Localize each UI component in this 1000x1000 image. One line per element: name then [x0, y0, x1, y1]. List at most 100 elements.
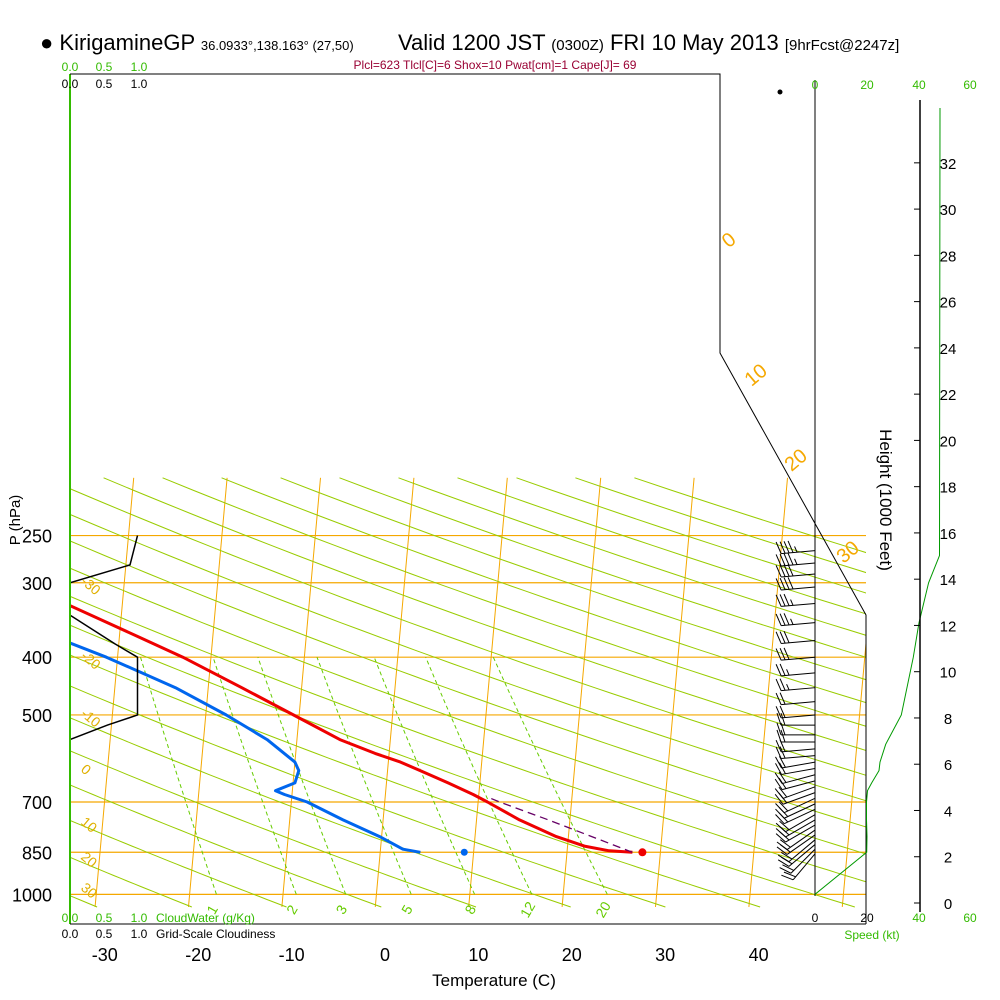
wind-barb-flag [783, 613, 790, 626]
dry-adiabat-line [162, 477, 866, 727]
wind-barb-staff [781, 656, 816, 661]
wind-barb-flag [781, 874, 794, 881]
wind-barbs [774, 89, 816, 881]
wind-barb-flag [775, 631, 782, 644]
wind-barb [774, 786, 816, 799]
wind-barb [775, 577, 816, 591]
wind-barb-flag [774, 778, 783, 790]
height-tick-label: 8 [944, 711, 952, 728]
wind-barb [781, 853, 816, 881]
wind-barb-flag [783, 647, 790, 660]
wind-barb-staff [785, 814, 816, 833]
wind-barb-staff [782, 780, 816, 791]
plot-border [70, 73, 867, 924]
utc-label: (0300Z) [551, 37, 604, 54]
wind-barb-staff [781, 586, 816, 591]
mixing-ratio-label: 2 [283, 902, 301, 917]
x-tick-label: 0 [380, 945, 390, 965]
speed-top-tick-label: 40 [912, 78, 926, 92]
wind-barb-staff [782, 786, 816, 799]
height-tick-label: 16 [940, 526, 957, 543]
isotherm-label: 10 [741, 360, 772, 391]
x-tick-label: 30 [655, 945, 675, 965]
wind-barb-flag [779, 692, 786, 705]
wind-barb [775, 553, 816, 567]
pressure-tick-label: 300 [22, 574, 52, 594]
wind-barb [775, 808, 816, 825]
cloudiness-series-line [70, 535, 139, 741]
isotherm-line [468, 477, 508, 908]
wind-barb-flag [777, 854, 790, 863]
dry-adiabat-line [70, 856, 192, 908]
speed-bottom-tick-label: 0 [812, 911, 819, 925]
wind-barb-flag [790, 618, 794, 625]
isotherm-line [94, 477, 135, 908]
dry-adiabat-label: 0 [78, 761, 94, 778]
dry-adiabat-line [70, 685, 666, 908]
x-axis-label: Temperature (C) [432, 971, 556, 990]
wind-barb [775, 630, 816, 644]
wind-barb-flag [779, 839, 791, 848]
cloudiness-axis-label: Grid-Scale Cloudiness [156, 927, 275, 941]
cloudiness-scale-label: 0.0 [62, 77, 79, 91]
dry-adiabat-line [103, 477, 866, 751]
wind-barb-flag [787, 564, 794, 577]
wind-barb [775, 692, 816, 706]
cloudiness-tick-label: 1.0 [131, 927, 148, 941]
dry-adiabat-label: -10 [78, 705, 104, 730]
dry-adiabat-line [70, 750, 477, 908]
wind-barb-staff [781, 602, 816, 607]
wind-barb-flag [779, 553, 786, 566]
pressure-tick-label: 250 [22, 527, 52, 547]
wind-barb-flag [777, 859, 790, 867]
isotherm-line [187, 477, 228, 908]
wind-barb-staff [781, 573, 816, 578]
wind-barb-flag [782, 864, 795, 871]
speed-bottom-tick-label: 40 [912, 911, 926, 925]
dry-adiabat-line [457, 477, 866, 615]
wind-barb-flag [794, 546, 798, 553]
mixing-ratio-line [373, 657, 476, 895]
dry-adiabat-line [575, 477, 866, 574]
isotherm-label: 0 [718, 228, 741, 252]
wind-barb-flag [775, 594, 782, 607]
isotherm-line [281, 477, 322, 908]
wind-barb-flag [775, 554, 782, 567]
pressure-tick-label: 400 [22, 648, 52, 668]
text-layer: 02468101214161820222426283032-30-20-1001… [7, 60, 977, 990]
mixing-ratio-line [140, 657, 217, 895]
dry-adiabat-line [70, 595, 866, 883]
wind-barb [774, 771, 816, 785]
mixing-ratio-label: 12 [517, 899, 539, 921]
forecast-label: [9hrFcst@2247z] [784, 37, 900, 54]
wind-barb-flag [783, 871, 796, 878]
wind-barb-staff [782, 774, 816, 785]
cloudwater-tick-label: 0.5 [96, 911, 113, 925]
speed-axis-label: Speed (kt) [844, 928, 899, 942]
wind-barb-flag [775, 822, 786, 833]
wind-barb-flag [775, 763, 782, 775]
station-coords: 36.0933°,138.163° (27,50) [200, 38, 354, 53]
wind-barb-staff [781, 768, 816, 775]
calm-wind-marker [777, 89, 783, 95]
wind-barb-flag [783, 564, 790, 577]
wind-barb-staff [781, 701, 816, 706]
pressure-tick-label: 700 [22, 793, 52, 813]
height-tick-label: 24 [940, 341, 957, 358]
dry-adiabat-line [70, 513, 866, 802]
wind-barb-flag [776, 712, 782, 726]
wind-barb-flag [775, 746, 782, 759]
wind-barb-staff [781, 748, 816, 753]
height-tick-label: 2 [944, 850, 952, 867]
wind-barb-flag [779, 678, 786, 691]
wind-barb [775, 814, 816, 833]
x-tick-label: -10 [279, 945, 305, 965]
height-tick-label: 6 [944, 757, 952, 774]
x-tick-label: -20 [185, 945, 211, 965]
wind-barb-flag [775, 706, 782, 719]
isotherm-line [748, 477, 789, 908]
mixing-ratio-label: 3 [333, 902, 351, 917]
dry-adiabat-line [280, 477, 866, 681]
wind-barb-staff [792, 853, 816, 881]
height-tick-label: 0 [944, 896, 952, 913]
